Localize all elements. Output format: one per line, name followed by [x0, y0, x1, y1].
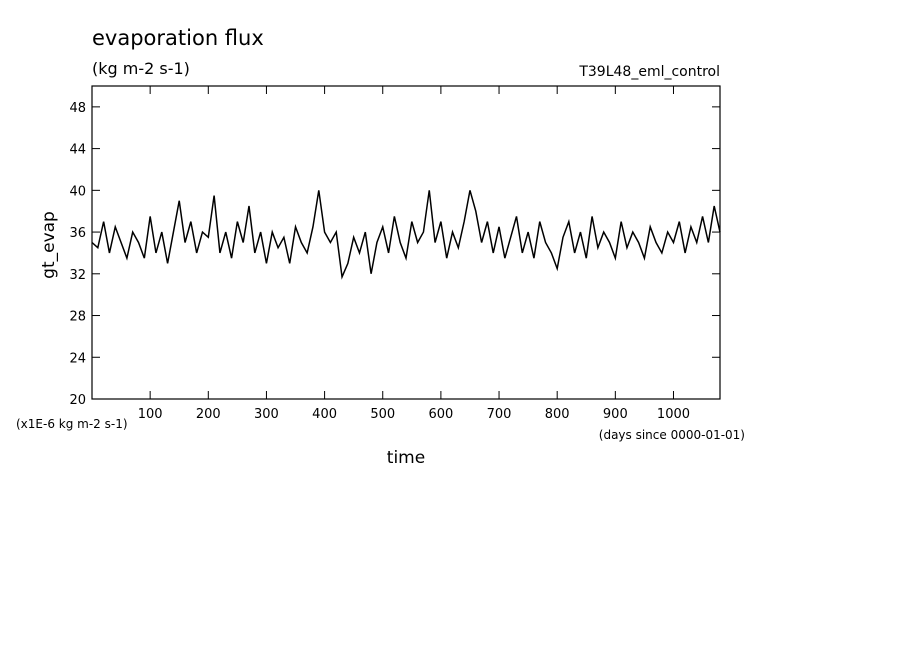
- y-tick-label: 44: [69, 143, 86, 158]
- y-tick-label: 24: [69, 351, 86, 366]
- y-tick-label: 36: [69, 226, 86, 241]
- x-units: (days since 0000-01-01): [599, 428, 745, 442]
- x-tick-label: 500: [370, 407, 395, 422]
- y-axis-label: gt_evap: [39, 211, 59, 279]
- y-tick-label: 20: [69, 393, 86, 408]
- y-units: (x1E-6 kg m-2 s-1): [16, 417, 128, 431]
- chart-title: evaporation flux: [92, 26, 264, 50]
- x-tick-label: 100: [138, 407, 163, 422]
- x-tick-label: 300: [254, 407, 279, 422]
- y-tick-label: 40: [69, 184, 86, 199]
- y-tick-label: 28: [69, 310, 86, 325]
- chart-subtitle: (kg m-2 s-1): [92, 59, 190, 78]
- data-line: [91, 190, 721, 280]
- x-tick-label: 600: [428, 407, 453, 422]
- run-label: T39L48_eml_control: [578, 64, 720, 80]
- y-tick-label: 32: [69, 268, 86, 283]
- x-tick-label: 400: [312, 407, 337, 422]
- x-tick-label: 900: [603, 407, 628, 422]
- y-tick-label: 48: [69, 101, 86, 116]
- x-axis-label: time: [387, 448, 425, 468]
- x-tick-label: 700: [487, 407, 512, 422]
- x-tick-label: 800: [545, 407, 570, 422]
- x-tick-label: 1000: [657, 407, 690, 422]
- x-tick-label: 200: [196, 407, 221, 422]
